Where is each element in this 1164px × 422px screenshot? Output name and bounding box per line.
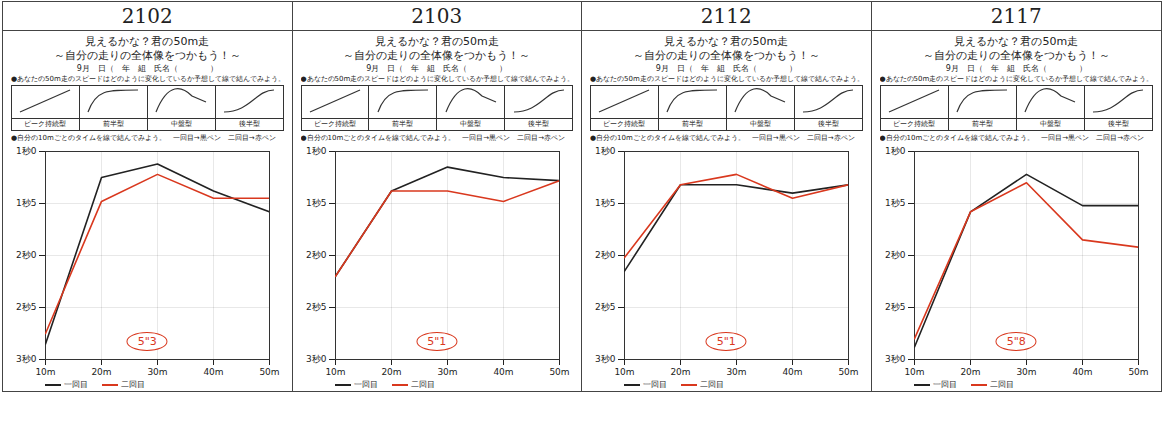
html-text:9月 日（ 年 組 氏名（ ）: 9月 日（ 年 組 氏名（ ） [945,64,1087,73]
html-text:後半型: 後半型 [528,120,550,128]
html-text:前半型: 前半型 [971,120,993,128]
html-text:●自分の10mごとのタイムを線で結んでみよう。 一回目→黒ペ: ●自分の10mごとのタイムを線で結んでみよう。 一回目→黒ペン 二回目→赤ペン [590,134,855,142]
html-text:中盤型: 中盤型 [1039,120,1061,128]
svg-text:3秒0: 3秒0 [595,354,616,364]
html-text:前半型: 前半型 [102,120,124,128]
html-text:～自分の走りの全体像をつかもう！～: ～自分の走りの全体像をつかもう！～ [632,49,820,62]
svg-text:2秒5: 2秒5 [885,302,905,312]
html-text:2117: 2117 [990,4,1042,28]
html-text:後半型: 後半型 [1107,120,1129,128]
html-text:見えるかな？君の50m走: 見えるかな？君の50m走 [664,35,789,48]
svg-text:2秒0: 2秒0 [885,250,906,260]
svg-text:40m: 40m [493,367,513,377]
html-text:見えるかな？君の50m走: 見えるかな？君の50m走 [374,35,499,48]
html-text:●あなたの50m走のスピードはどのように変化しているか予想し: ●あなたの50m走のスピードはどのように変化しているか予想して線で結んでみよう。 [300,75,575,83]
svg-text:2秒5: 2秒5 [16,302,36,312]
svg-text:1秒0: 1秒0 [306,146,327,156]
svg-text:20m: 20m [960,367,980,377]
svg-text:1秒5: 1秒5 [306,198,326,208]
html-text:中盤型: 中盤型 [460,120,482,128]
html-text:ピーク持続型: ピーク持続型 [893,120,936,128]
html-text:●自分の10mごとのタイムを線で結んでみよう。 一回目→黒ペ: ●自分の10mごとのタイムを線で結んでみよう。 一回目→黒ペン 二回目→赤ペン [300,134,566,142]
svg-text:10m: 10m [904,367,924,377]
svg-text:50m: 50m [549,367,569,377]
html-text:●あなたの50m走のスピードはどのように変化しているか予想し: ●あなたの50m走のスピードはどのように変化しているか予想して線で結んでみよう。 [879,75,1154,83]
html-text:9月 日（ 年 組 氏名（ ）: 9月 日（ 年 組 氏名（ ） [76,64,218,73]
html-text:～自分の走りの全体像をつかもう！～: ～自分の走りの全体像をつかもう！～ [922,49,1110,62]
svg-text:2秒0: 2秒0 [306,250,327,260]
svg-text:1秒0: 1秒0 [16,146,37,156]
html-text:後半型: 後半型 [817,120,839,128]
html-text:5"8: 5"8 [1006,335,1026,348]
svg-text:3秒0: 3秒0 [885,354,906,364]
html-text:一回目: 一回目 [64,380,88,389]
html-text:後半型: 後半型 [238,120,260,128]
svg-text:2秒5: 2秒5 [306,302,326,312]
svg-text:3秒0: 3秒0 [306,354,327,364]
svg-text:30m: 30m [726,367,746,377]
svg-text:50m: 50m [838,367,858,377]
html-text:9月 日（ 年 組 氏名（ ）: 9月 日（ 年 組 氏名（ ） [366,64,508,73]
html-text:前半型: 前半型 [681,120,703,128]
svg-text:40m: 40m [1072,367,1092,377]
svg-text:10m: 10m [325,367,345,377]
html-text:二回目: 二回目 [410,380,435,389]
html-text:一回目: 一回目 [643,380,667,389]
html-text:●あなたの50m走のスピードはどのように変化しているか予想し: ●あなたの50m走のスピードはどのように変化しているか予想して線で結んでみよう。 [11,75,285,83]
svg-text:20m: 20m [91,367,111,377]
html-text:9月 日（ 年 組 氏名（ ）: 9月 日（ 年 組 氏名（ ） [655,64,797,73]
svg-text:30m: 30m [147,367,167,377]
html-text:前半型: 前半型 [392,120,414,128]
svg-text:10m: 10m [35,367,55,377]
svg-text:50m: 50m [1128,367,1148,377]
html-text:一回目: 一回目 [932,380,957,389]
svg-text:3秒0: 3秒0 [16,354,37,364]
svg-text:30m: 30m [437,367,457,377]
svg-text:30m: 30m [1016,367,1036,377]
html-text:見えるかな？君の50m走: 見えるかな？君の50m走 [954,35,1079,48]
html-text:二回目: 二回目 [989,380,1014,389]
html-text:中盤型: 中盤型 [749,120,771,128]
svg-text:1秒0: 1秒0 [885,146,906,156]
svg-text:10m: 10m [614,367,634,377]
svg-text:2秒5: 2秒5 [595,302,615,312]
html-text:5"1: 5"1 [716,335,736,348]
svg-text:1秒5: 1秒5 [595,198,615,208]
html-text:●自分の10mごとのタイムを線で結んでみよう。 一回目→黒ペ: ●自分の10mごとのタイムを線で結んでみよう。 一回目→黒ペン 二回目→赤ペン [879,134,1145,142]
html-text:2112: 2112 [700,4,752,28]
svg-text:1秒5: 1秒5 [16,198,36,208]
svg-text:2秒0: 2秒0 [595,250,616,260]
html-text:～自分の走りの全体像をつかもう！～: ～自分の走りの全体像をつかもう！～ [53,49,241,62]
html-text:5"3: 5"3 [137,335,157,348]
html-text:●あなたの50m走のスピードはどのように変化しているか予想し: ●あなたの50m走のスピードはどのように変化しているか予想して線で結んでみよう。 [590,75,864,83]
svg-text:50m: 50m [259,367,279,377]
html-text:二回目: 二回目 [121,380,145,389]
html-text:一回目: 一回目 [353,380,378,389]
svg-text:20m: 20m [670,367,690,377]
html-text:5"1: 5"1 [427,335,447,348]
html-text:2103: 2103 [411,4,463,28]
html-text:ピーク持続型: ピーク持続型 [313,120,356,128]
svg-text:1秒5: 1秒5 [885,198,905,208]
svg-text:2秒0: 2秒0 [16,250,37,260]
html-text:二回目: 二回目 [700,380,724,389]
svg-text:20m: 20m [381,367,401,377]
svg-text:1秒0: 1秒0 [595,146,616,156]
html-text:中盤型: 中盤型 [170,120,192,128]
html-text:ピーク持続型: ピーク持続型 [603,120,646,128]
svg-text:40m: 40m [782,367,802,377]
html-text:2102: 2102 [121,4,173,28]
html-text:～自分の走りの全体像をつかもう！～: ～自分の走りの全体像をつかもう！～ [343,49,531,62]
html-text:●自分の10mごとのタイムを線で結んでみよう。 一回目→黒ペ: ●自分の10mごとのタイムを線で結んでみよう。 一回目→黒ペン 二回目→赤ペン [11,134,276,142]
html-text:見えるかな？君の50m走: 見えるかな？君の50m走 [85,35,210,48]
svg-text:40m: 40m [203,367,223,377]
html-text:ピーク持続型: ピーク持続型 [24,120,67,128]
